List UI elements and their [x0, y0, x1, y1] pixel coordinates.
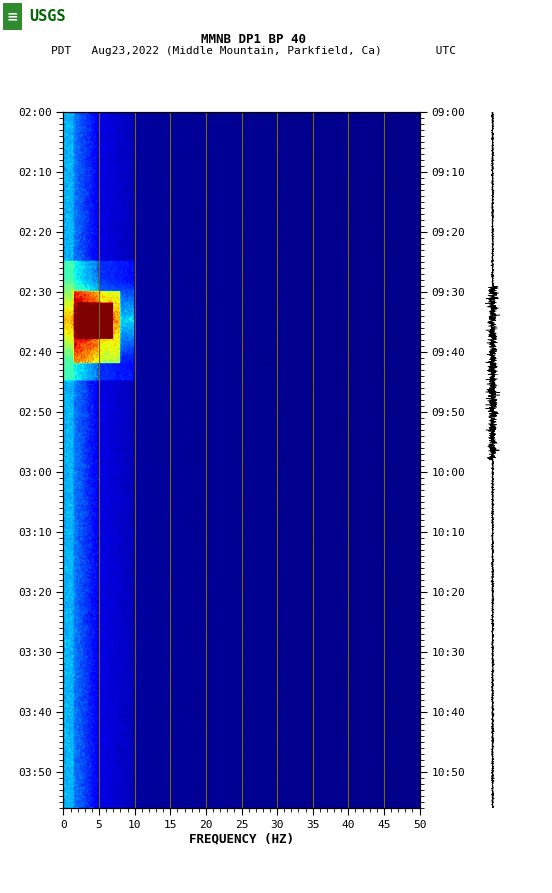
Text: PDT   Aug23,2022 (Middle Mountain, Parkfield, Ca)        UTC: PDT Aug23,2022 (Middle Mountain, Parkfie… — [51, 46, 457, 56]
Text: USGS: USGS — [29, 9, 66, 24]
Text: MMNB DP1 BP 40: MMNB DP1 BP 40 — [201, 33, 306, 46]
X-axis label: FREQUENCY (HZ): FREQUENCY (HZ) — [189, 833, 294, 846]
FancyBboxPatch shape — [3, 4, 22, 29]
Text: ≡: ≡ — [7, 10, 18, 23]
